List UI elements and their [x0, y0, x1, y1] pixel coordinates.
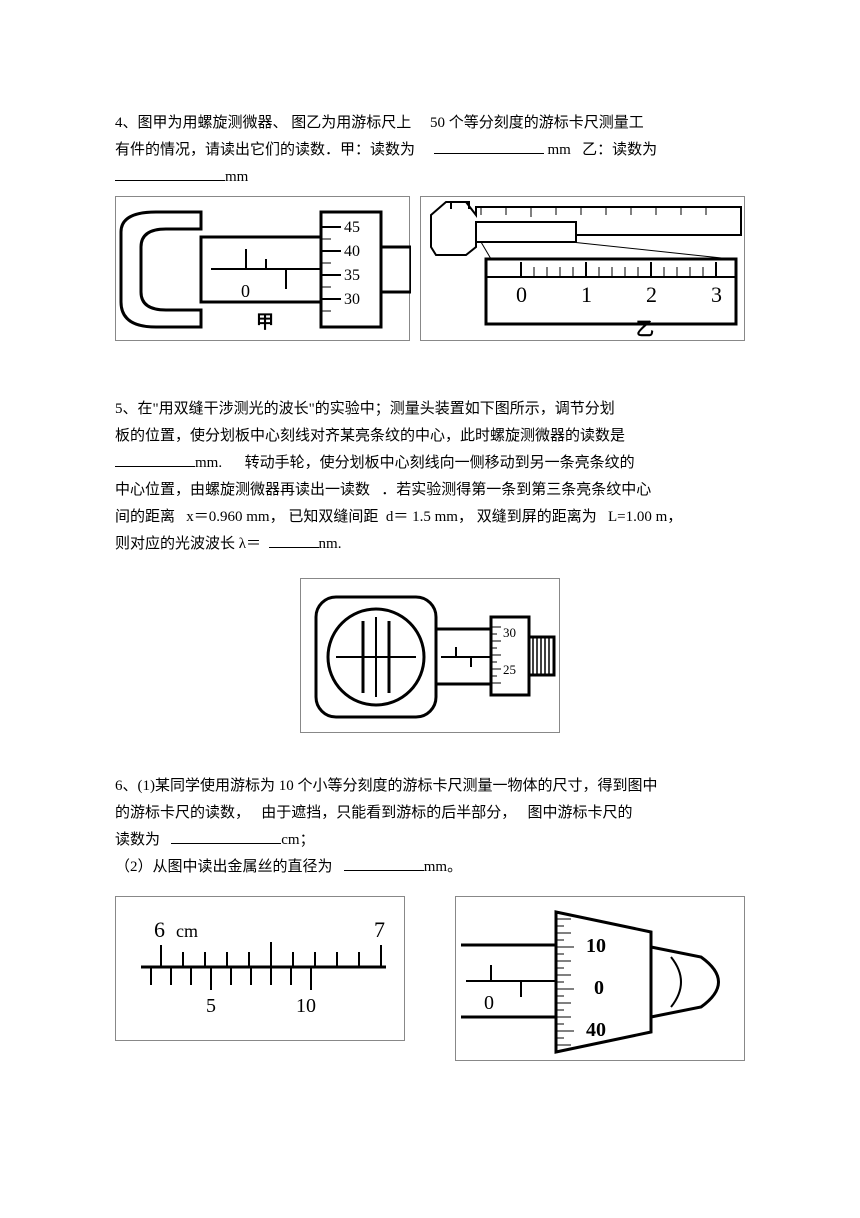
- q5-text: 5、在"用双缝干涉测光的波长"的实验中；测量头装置如下图所示，调节分划 板的位置…: [115, 396, 745, 558]
- unit: mm。: [424, 859, 462, 875]
- text: 已知双缝间距: [288, 509, 378, 525]
- label-jia: 甲: [256, 306, 274, 338]
- svg-text:1: 1: [581, 282, 592, 307]
- text: 则对应的光波波长: [115, 536, 235, 552]
- question-5: 5、在"用双缝干涉测光的波长"的实验中；测量头装置如下图所示，调节分划 板的位置…: [115, 396, 745, 733]
- answer-blank: [434, 139, 544, 154]
- answer-blank: [344, 856, 424, 871]
- unit: nm.: [319, 536, 342, 552]
- text: 间的距离: [115, 509, 175, 525]
- unit: mm: [548, 142, 571, 158]
- svg-text:0: 0: [484, 992, 494, 1014]
- text: （2）从图中读出金属丝的直径为: [115, 859, 333, 875]
- svg-text:40: 40: [586, 1019, 606, 1041]
- label-yi: 乙: [636, 313, 654, 345]
- text: 由于遮挡，只能看到游标的后半部分，: [261, 805, 516, 821]
- svg-text:7: 7: [374, 917, 385, 942]
- question-6: 6、(1)某同学使用游标为 10 个小等分刻度的游标卡尺测量一物体的尺寸，得到图…: [115, 773, 745, 1061]
- text: 图中游标卡尺的: [528, 805, 633, 821]
- q4-figures: 0 45 40 35 30 甲: [115, 196, 745, 341]
- q6-figures: 6 cm 7 5 10: [115, 896, 745, 1061]
- text: ．若实验测得第一条到第三条亮条纹中心: [381, 482, 651, 498]
- text: 读数为: [115, 832, 160, 848]
- answer-blank: [115, 166, 225, 181]
- sleeve-value: 0: [241, 281, 250, 301]
- caliper-figure: 0 1 2 3 乙: [420, 196, 745, 341]
- vernier-figure: 6 cm 7 5 10: [115, 896, 405, 1041]
- svg-text:10: 10: [586, 935, 606, 957]
- svg-text:6: 6: [154, 917, 165, 942]
- text: 50 个等分刻度的游标卡尺测量工: [430, 115, 644, 131]
- svg-text:0: 0: [516, 282, 527, 307]
- svg-text:25: 25: [503, 662, 516, 677]
- text: 的游标卡尺的读数，: [115, 805, 250, 821]
- svg-text:2: 2: [646, 282, 657, 307]
- formula: L=1.00 m，: [608, 509, 682, 525]
- formula: d＝ 1.5 mm，: [386, 509, 473, 525]
- unit: cm；: [281, 832, 314, 848]
- micrometer-figure: 0 10 0 40: [455, 896, 745, 1061]
- text: 乙：读数为: [582, 142, 657, 158]
- text: 板的位置，使分划板中心刻线对齐某亮条纹的中心，此时螺旋测微器的读数是: [115, 428, 625, 444]
- q4-text: 4、图甲为用螺旋测微器、 图乙为用游标尺上 50 个等分刻度的游标卡尺测量工 有…: [115, 110, 745, 191]
- text: 中心位置，由螺旋测微器再读出一读数: [115, 482, 370, 498]
- q6-text: 6、(1)某同学使用游标为 10 个小等分刻度的游标卡尺测量一物体的尺寸，得到图…: [115, 773, 745, 881]
- text: 图乙为用游标尺上: [291, 115, 411, 131]
- svg-text:cm: cm: [176, 921, 198, 941]
- text: 转动手轮，使分划板中心刻线向一侧移动到另一条亮条纹的: [245, 455, 635, 471]
- text: 双缝到屏的距离为: [477, 509, 597, 525]
- eyepiece-figure: 30 25: [300, 578, 560, 733]
- svg-text:0: 0: [594, 977, 604, 999]
- formula: λ＝: [239, 536, 261, 552]
- svg-text:40: 40: [344, 243, 360, 260]
- svg-text:35: 35: [344, 267, 360, 284]
- svg-text:5: 5: [206, 995, 216, 1017]
- text: 有件的情况，请读出它们的读数．甲：读数为: [115, 142, 415, 158]
- answer-blank: [171, 829, 281, 844]
- answer-blank: [115, 452, 195, 467]
- svg-text:45: 45: [344, 219, 360, 236]
- micrometer-figure: 0 45 40 35 30 甲: [115, 196, 410, 341]
- svg-text:10: 10: [296, 995, 316, 1017]
- svg-text:3: 3: [711, 282, 722, 307]
- unit: mm.: [195, 455, 222, 471]
- text: 5、在"用双缝干涉测光的波长"的实验中；测量头装置如下图所示，调节分划: [115, 401, 615, 417]
- text: 4、图甲为用螺旋测微器、: [115, 115, 288, 131]
- question-4: 4、图甲为用螺旋测微器、 图乙为用游标尺上 50 个等分刻度的游标卡尺测量工 有…: [115, 110, 745, 341]
- text: 6、(1)某同学使用游标为 10 个小等分刻度的游标卡尺测量一物体的尺寸，得到图…: [115, 778, 658, 794]
- formula: x＝0.960 mm，: [186, 509, 284, 525]
- svg-text:30: 30: [503, 625, 516, 640]
- unit: mm: [225, 169, 248, 185]
- answer-blank: [269, 533, 319, 548]
- svg-text:30: 30: [344, 291, 360, 308]
